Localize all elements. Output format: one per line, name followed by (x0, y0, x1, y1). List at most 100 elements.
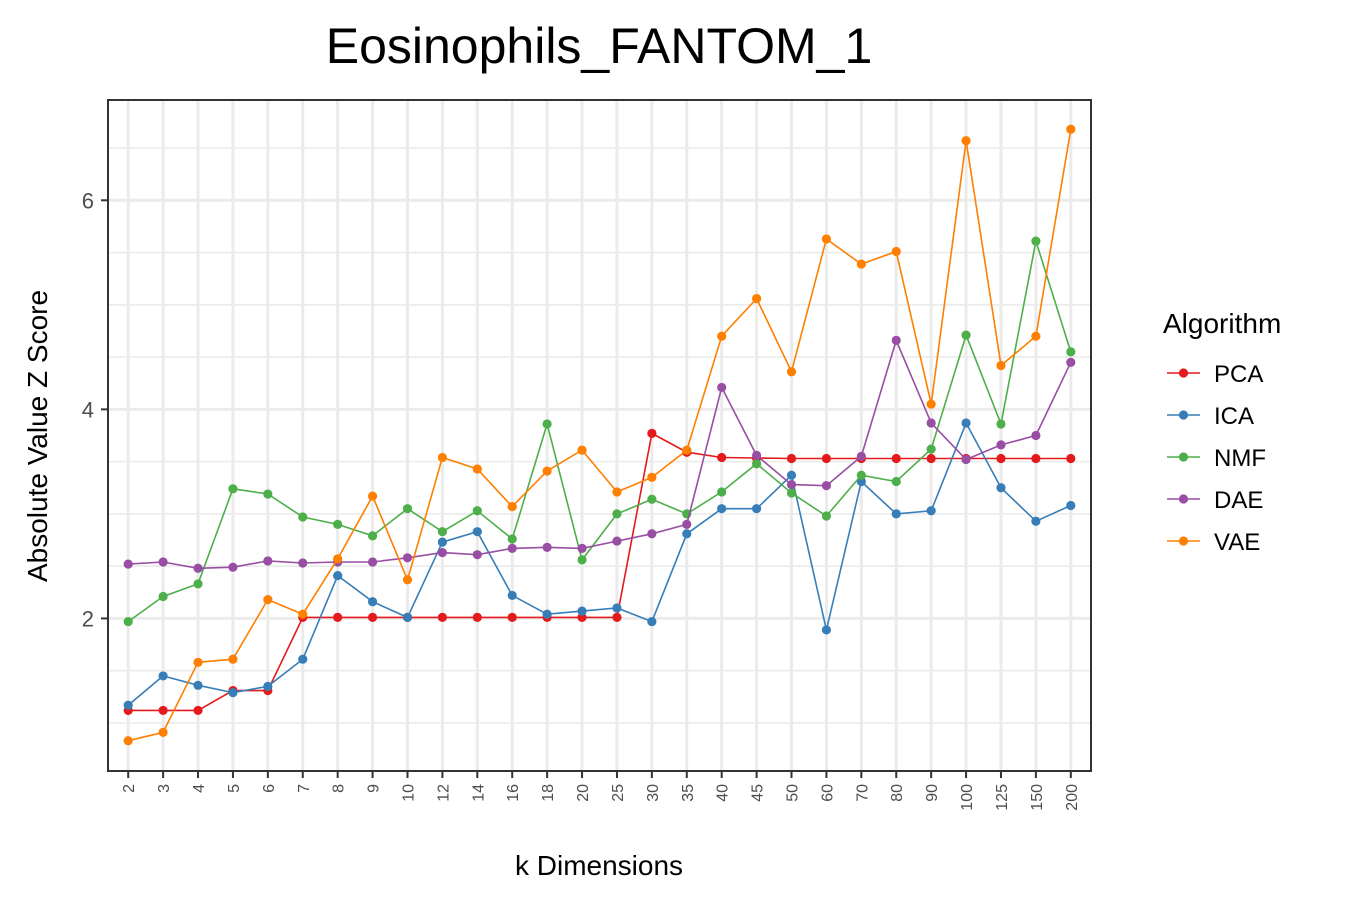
point-dae (472, 550, 482, 560)
point-ica (367, 597, 378, 607)
series-line-vae (128, 129, 1072, 742)
point-dae (856, 451, 866, 462)
point-nmf (612, 509, 622, 519)
point-ica (891, 509, 901, 519)
x-tick-label: 16 (505, 784, 522, 802)
point-pca (821, 453, 832, 464)
point-nmf (577, 555, 587, 565)
point-ica (402, 612, 413, 622)
point-dae (577, 543, 587, 553)
point-vae (123, 736, 133, 746)
point-nmf (717, 487, 727, 497)
point-vae (612, 487, 622, 497)
point-dae (961, 454, 971, 465)
point-vae (786, 367, 797, 377)
legend-label-vae: VAE (1214, 529, 1260, 556)
x-tick-label: 5 (226, 784, 243, 793)
point-vae (1031, 331, 1041, 341)
point-ica (996, 483, 1006, 493)
point-dae (507, 543, 517, 553)
legend-key-point-nmf (1178, 452, 1189, 462)
point-pca (437, 612, 448, 622)
point-nmf (1066, 347, 1076, 357)
x-tick-label: 10 (400, 784, 417, 802)
point-ica (821, 625, 832, 635)
point-vae (647, 472, 657, 482)
point-nmf (751, 459, 762, 469)
point-dae (158, 557, 168, 567)
point-vae (367, 491, 378, 501)
point-pca (926, 453, 936, 464)
point-dae (926, 418, 936, 428)
x-tick-label: 150 (1029, 784, 1046, 811)
x-tick-label: 4 (191, 784, 208, 793)
point-pca (193, 705, 203, 716)
point-vae (193, 657, 203, 667)
x-tick-label: 3 (156, 784, 173, 793)
series-line-dae (128, 338, 1072, 570)
point-nmf (333, 519, 343, 529)
point-dae (1066, 357, 1076, 367)
point-vae (507, 501, 517, 512)
point-pca (472, 612, 482, 622)
point-nmf (263, 489, 273, 499)
point-nmf (402, 504, 413, 514)
point-ica (542, 609, 552, 619)
x-tick-label: 2 (121, 784, 138, 793)
point-vae (577, 445, 587, 455)
point-pca (1031, 453, 1041, 464)
point-dae (751, 450, 762, 460)
point-ica (786, 470, 797, 480)
point-vae (263, 595, 273, 605)
point-nmf (367, 531, 378, 541)
point-dae (1031, 430, 1041, 441)
point-dae (821, 481, 832, 491)
point-dae (298, 558, 308, 568)
point-ica (612, 603, 622, 613)
x-tick-label: 14 (470, 784, 487, 802)
point-nmf (123, 616, 133, 627)
legend-label-dae: DAE (1214, 487, 1263, 514)
x-tick-label: 100 (959, 784, 976, 811)
point-nmf (996, 419, 1006, 429)
x-tick-label: 200 (1064, 784, 1081, 811)
x-tick-label: 90 (924, 784, 941, 802)
point-vae (158, 727, 168, 737)
series-line-ica (127, 421, 1072, 706)
point-dae (647, 529, 657, 539)
legend-key-point-ica (1178, 410, 1189, 420)
point-vae (437, 452, 448, 463)
point-pca (1066, 453, 1076, 464)
point-dae (542, 542, 552, 552)
point-ica (751, 504, 762, 514)
point-nmf (472, 506, 482, 516)
point-nmf (786, 488, 797, 498)
y-tick-label: 2 (82, 606, 94, 631)
point-ica (472, 527, 482, 537)
x-tick-label: 30 (645, 784, 662, 802)
x-axis-title: k Dimensions (515, 850, 683, 881)
point-vae (333, 554, 343, 564)
x-tick-label: 25 (610, 784, 627, 802)
plot-panel-border (107, 99, 1092, 772)
point-pca (647, 428, 657, 439)
point-dae (228, 562, 238, 572)
point-nmf (821, 511, 832, 521)
x-tick-label: 70 (854, 784, 871, 802)
point-nmf (926, 444, 936, 454)
x-tick-label: 40 (715, 784, 732, 802)
point-dae (263, 556, 273, 566)
point-nmf (647, 494, 657, 504)
point-nmf (437, 527, 448, 537)
x-tick-label: 35 (680, 784, 697, 802)
x-tick-label: 20 (575, 784, 592, 802)
point-ica (123, 700, 133, 710)
point-vae (856, 259, 866, 269)
point-nmf (158, 591, 168, 602)
y-axis-title: Absolute Value Z Score (22, 290, 53, 582)
plot-series (123, 124, 1076, 746)
point-pca (158, 705, 168, 716)
point-dae (123, 559, 133, 569)
